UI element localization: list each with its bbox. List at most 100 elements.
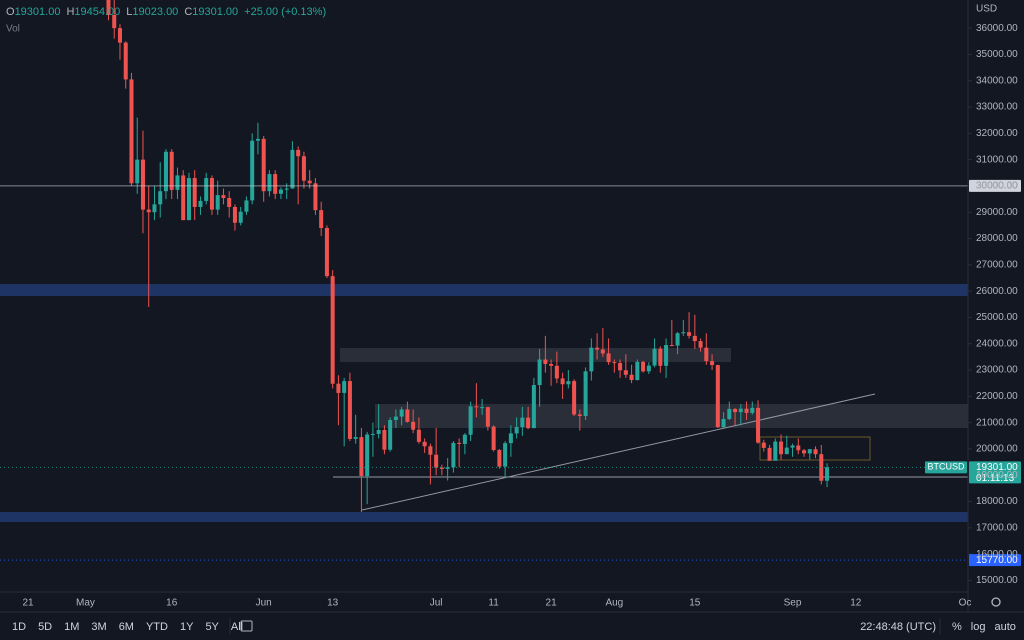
price-label: 19301.00 bbox=[976, 462, 1018, 473]
candle-body bbox=[393, 416, 398, 421]
candle-body bbox=[503, 443, 508, 467]
candle-body bbox=[307, 180, 312, 184]
candle-body bbox=[158, 191, 163, 205]
candle-body bbox=[204, 178, 209, 201]
calendar-icon[interactable] bbox=[240, 620, 253, 632]
header-key: O bbox=[6, 6, 15, 18]
y-tick-label: 20000.00 bbox=[976, 444, 1018, 455]
calendar-icon[interactable] bbox=[240, 620, 253, 632]
option-button[interactable]: auto bbox=[994, 621, 1015, 633]
candle-body bbox=[715, 365, 720, 428]
candle-body bbox=[485, 407, 490, 427]
candle-body bbox=[531, 385, 536, 429]
candle-body bbox=[416, 429, 421, 442]
header-change: +25.00 (+0.13%) bbox=[244, 6, 326, 18]
candle-body bbox=[641, 361, 646, 372]
candle-body bbox=[169, 151, 174, 190]
candle-body bbox=[784, 447, 789, 455]
candle-body bbox=[761, 442, 766, 448]
header-value: 19454.00 bbox=[74, 6, 120, 18]
candle-body bbox=[411, 421, 416, 430]
range-button[interactable]: All bbox=[231, 621, 243, 633]
candle-body bbox=[583, 371, 588, 417]
candle-body bbox=[123, 42, 128, 80]
header-value: 19301.00 bbox=[15, 6, 61, 18]
y-tick-label: 18000.00 bbox=[976, 496, 1018, 507]
candle-body bbox=[779, 441, 784, 455]
candle-body bbox=[227, 198, 232, 207]
candle-body bbox=[146, 209, 151, 213]
candle-body bbox=[807, 449, 812, 454]
range-button[interactable]: 3M bbox=[91, 621, 106, 633]
candle-body bbox=[508, 433, 513, 444]
price-label: 30000.00 bbox=[976, 181, 1018, 192]
range-button[interactable]: 5Y bbox=[205, 621, 219, 633]
candle-body bbox=[175, 175, 180, 190]
candle-body bbox=[554, 365, 559, 379]
candle-body bbox=[451, 442, 456, 468]
candle-body bbox=[296, 149, 301, 157]
x-tick-label: Jun bbox=[256, 598, 272, 609]
header-value: 19301.00 bbox=[192, 6, 238, 18]
candle-body bbox=[618, 362, 623, 371]
x-tick-label: 12 bbox=[850, 598, 862, 609]
y-tick-label: 19000.00 bbox=[976, 470, 1018, 481]
candle-body bbox=[347, 381, 352, 439]
candle-body bbox=[376, 429, 381, 434]
candle-body bbox=[428, 446, 433, 455]
settings-icon[interactable] bbox=[991, 597, 1001, 607]
y-tick-label: 25000.00 bbox=[976, 312, 1018, 323]
y-tick-label: 35000.00 bbox=[976, 49, 1018, 60]
grid bbox=[968, 27, 972, 581]
candle-body bbox=[388, 420, 393, 450]
y-tick-label: 26000.00 bbox=[976, 286, 1018, 297]
candle-body bbox=[572, 381, 577, 415]
candle-body bbox=[480, 407, 485, 409]
candle-body bbox=[261, 138, 266, 192]
y-tick-label: 29000.00 bbox=[976, 207, 1018, 218]
y-tick-label: 22000.00 bbox=[976, 391, 1018, 402]
candle-body bbox=[750, 407, 755, 413]
candle-body bbox=[675, 333, 680, 346]
candle-body bbox=[738, 408, 743, 413]
price-label-box bbox=[969, 179, 1021, 192]
y-tick-label: 32000.00 bbox=[976, 128, 1018, 139]
candle-body bbox=[405, 409, 410, 422]
candle-body bbox=[727, 408, 732, 419]
candle-body bbox=[330, 276, 335, 384]
y-tick-label: 27000.00 bbox=[976, 259, 1018, 270]
y-tick-label: 30000.00 bbox=[976, 181, 1018, 192]
candle-body bbox=[790, 445, 795, 448]
candle-body bbox=[117, 28, 122, 43]
candles bbox=[106, 0, 830, 513]
candle-body bbox=[664, 345, 669, 366]
range-button[interactable]: 1M bbox=[64, 621, 79, 633]
option-button[interactable]: % bbox=[952, 621, 962, 633]
option-button[interactable]: log bbox=[971, 621, 986, 633]
range-button[interactable]: 1D bbox=[12, 621, 26, 633]
candle-body bbox=[106, 0, 111, 15]
candle-body bbox=[324, 228, 329, 277]
volume-label: Vol bbox=[6, 24, 20, 35]
y-tick-label: 34000.00 bbox=[976, 75, 1018, 86]
candle-body bbox=[221, 195, 226, 199]
range-button[interactable]: 1Y bbox=[180, 621, 194, 633]
candle-body bbox=[733, 408, 738, 413]
header-key: C bbox=[184, 6, 192, 18]
candle-body bbox=[577, 414, 582, 417]
candle-body bbox=[595, 347, 600, 350]
candle-body bbox=[692, 335, 697, 342]
zone bbox=[340, 348, 731, 362]
y-tick-label: 36000.00 bbox=[976, 23, 1018, 34]
settings-icon[interactable] bbox=[991, 597, 1001, 607]
candle-body bbox=[549, 363, 554, 366]
y-tick-label: 24000.00 bbox=[976, 338, 1018, 349]
candle-body bbox=[445, 467, 450, 469]
candle-body bbox=[767, 447, 772, 461]
x-tick-label: 15 bbox=[689, 598, 701, 609]
range-button[interactable]: 6M bbox=[119, 621, 134, 633]
range-button[interactable]: 5D bbox=[38, 621, 52, 633]
symbol-box bbox=[925, 461, 967, 474]
range-button[interactable]: YTD bbox=[146, 621, 168, 633]
drawings bbox=[0, 284, 968, 522]
